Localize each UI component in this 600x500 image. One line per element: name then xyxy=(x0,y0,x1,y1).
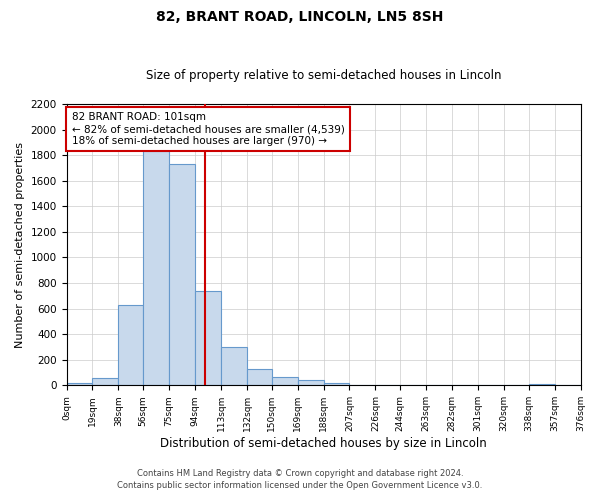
Bar xyxy=(323,384,349,386)
Text: 82 BRANT ROAD: 101sqm
← 82% of semi-detached houses are smaller (4,539)
18% of s: 82 BRANT ROAD: 101sqm ← 82% of semi-deta… xyxy=(71,112,344,146)
Bar xyxy=(118,305,143,386)
Bar xyxy=(529,384,554,386)
Bar xyxy=(143,152,169,386)
Bar xyxy=(247,368,272,386)
Bar xyxy=(195,290,221,386)
Bar xyxy=(92,378,118,386)
Bar xyxy=(272,377,298,386)
Y-axis label: Number of semi-detached properties: Number of semi-detached properties xyxy=(15,142,25,348)
Bar xyxy=(67,383,92,386)
Title: Size of property relative to semi-detached houses in Lincoln: Size of property relative to semi-detach… xyxy=(146,69,501,82)
X-axis label: Distribution of semi-detached houses by size in Lincoln: Distribution of semi-detached houses by … xyxy=(160,437,487,450)
Text: Contains HM Land Registry data © Crown copyright and database right 2024.
Contai: Contains HM Land Registry data © Crown c… xyxy=(118,468,482,490)
Bar xyxy=(298,380,323,386)
Bar xyxy=(221,347,247,386)
Text: 82, BRANT ROAD, LINCOLN, LN5 8SH: 82, BRANT ROAD, LINCOLN, LN5 8SH xyxy=(157,10,443,24)
Bar xyxy=(169,164,195,386)
